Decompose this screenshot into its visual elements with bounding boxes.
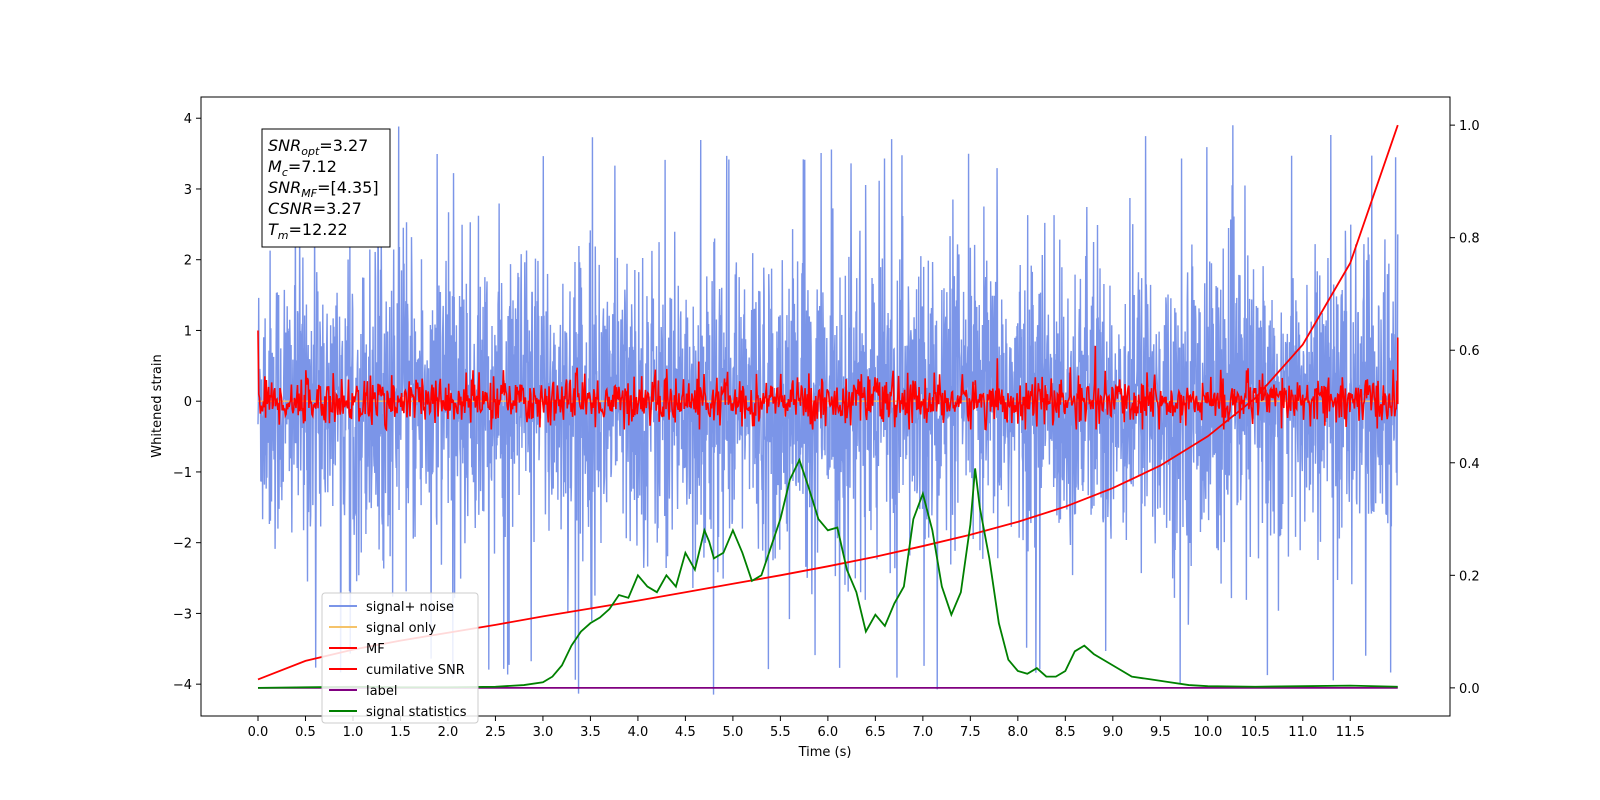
x-tick-label: 7.5	[960, 725, 981, 740]
annotation-value: =3.27	[319, 136, 368, 155]
y-left-tick-label: −1	[173, 466, 192, 481]
annotation-var: T	[268, 220, 279, 239]
x-tick-label: 6.0	[818, 725, 839, 740]
x-tick-label: 5.0	[723, 725, 744, 740]
x-axis-ticks: 0.0 0.5 1.0 1.5 2.0 2.5 3.0 3.5 4.0 4.5 5.0 5.5 6.0 6…	[248, 716, 1365, 740]
annotation-var: M	[268, 157, 282, 176]
series-signal-statistics-line	[257, 457, 1398, 689]
annotation-line: Mc=7.12	[268, 157, 337, 179]
x-tick-label: 1.0	[343, 725, 364, 740]
x-axis-label: Time (s)	[798, 745, 852, 760]
legend-entry: cumilative SNR	[366, 663, 465, 678]
y-right-tick-label: 0.6	[1459, 344, 1480, 359]
x-tick-label: 5.5	[770, 725, 791, 740]
y-axis-right-ticks: 1.0 0.8 0.6 0.4 0.2 0.0	[1450, 119, 1480, 697]
annotation-var: SNR	[268, 136, 301, 155]
y-right-tick-label: 0.2	[1459, 569, 1480, 584]
annotation-sub: opt	[301, 145, 320, 158]
annotation-value: =7.12	[288, 157, 337, 176]
y-right-tick-label: 0.0	[1459, 682, 1480, 697]
x-tick-label: 8.0	[1007, 725, 1028, 740]
annotation-sub: m	[278, 229, 289, 242]
x-tick-label: 0.5	[295, 725, 316, 740]
annotation-line: SNRopt=3.27	[268, 136, 368, 158]
annotation-box: SNRopt=3.27Mc=7.12SNRMF=[4.35]CSNR=3.27T…	[261, 128, 391, 248]
series-mf-line	[257, 330, 1399, 432]
annotation-value: =[4.35]	[317, 178, 379, 197]
x-tick-label: 0.0	[248, 725, 269, 740]
annotation-line: SNRMF=[4.35]	[268, 178, 379, 200]
x-tick-label: 1.5	[390, 725, 411, 740]
annotation-sub: c	[282, 166, 288, 179]
x-tick-label: 9.0	[1102, 725, 1123, 740]
legend-entry: signal only	[366, 621, 436, 636]
series-signal-plus-noise-line	[257, 125, 1399, 695]
y-axis-left-ticks: 4 3 2 1 0 −1 −2 −3 −4	[173, 112, 201, 693]
legend-entry: MF	[366, 642, 385, 657]
x-tick-label: 10.0	[1193, 725, 1222, 740]
y-axis-label: Whitened strain	[150, 354, 165, 457]
y-left-tick-label: −3	[173, 607, 192, 622]
y-right-tick-label: 1.0	[1459, 119, 1480, 134]
legend-entry: signal+ noise	[366, 600, 454, 615]
annotation-value: =3.27	[313, 199, 362, 218]
x-tick-label: 3.5	[580, 725, 601, 740]
x-tick-label: 9.5	[1150, 725, 1171, 740]
y-left-tick-label: 1	[184, 324, 192, 339]
x-tick-label: 8.5	[1055, 725, 1076, 740]
annotation-line: Tm=12.22	[268, 220, 348, 242]
y-left-tick-label: −2	[173, 537, 192, 552]
legend: signal+ noise signal only MF cumilative SNR…	[321, 592, 479, 724]
x-tick-label: 10.5	[1241, 725, 1270, 740]
x-tick-label: 11.0	[1288, 725, 1317, 740]
y-left-tick-label: 2	[184, 254, 192, 269]
x-tick-label: 11.5	[1336, 725, 1365, 740]
x-tick-label: 2.0	[438, 725, 459, 740]
y-left-tick-label: 0	[184, 395, 192, 410]
y-left-tick-label: −4	[173, 678, 192, 693]
annotation-value: =12.22	[289, 220, 348, 239]
x-tick-label: 6.5	[865, 725, 886, 740]
y-right-tick-label: 0.4	[1459, 457, 1480, 472]
annotation-sub: MF	[301, 187, 317, 200]
x-tick-label: 3.0	[533, 725, 554, 740]
x-tick-label: 4.5	[675, 725, 696, 740]
legend-entry: signal statistics	[366, 705, 467, 720]
y-right-tick-label: 0.8	[1459, 232, 1480, 247]
x-tick-label: 4.0	[628, 725, 649, 740]
plot-frame	[200, 96, 1451, 717]
x-tick-label: 2.5	[485, 725, 506, 740]
annotation-line: CSNR=3.27	[268, 199, 362, 218]
y-left-tick-label: 4	[184, 112, 192, 127]
x-tick-label: 7.0	[913, 725, 934, 740]
y-left-tick-label: 3	[184, 183, 192, 198]
annotation-var: CSNR	[268, 199, 313, 218]
annotation-var: SNR	[268, 178, 301, 197]
legend-entry: label	[366, 684, 397, 699]
